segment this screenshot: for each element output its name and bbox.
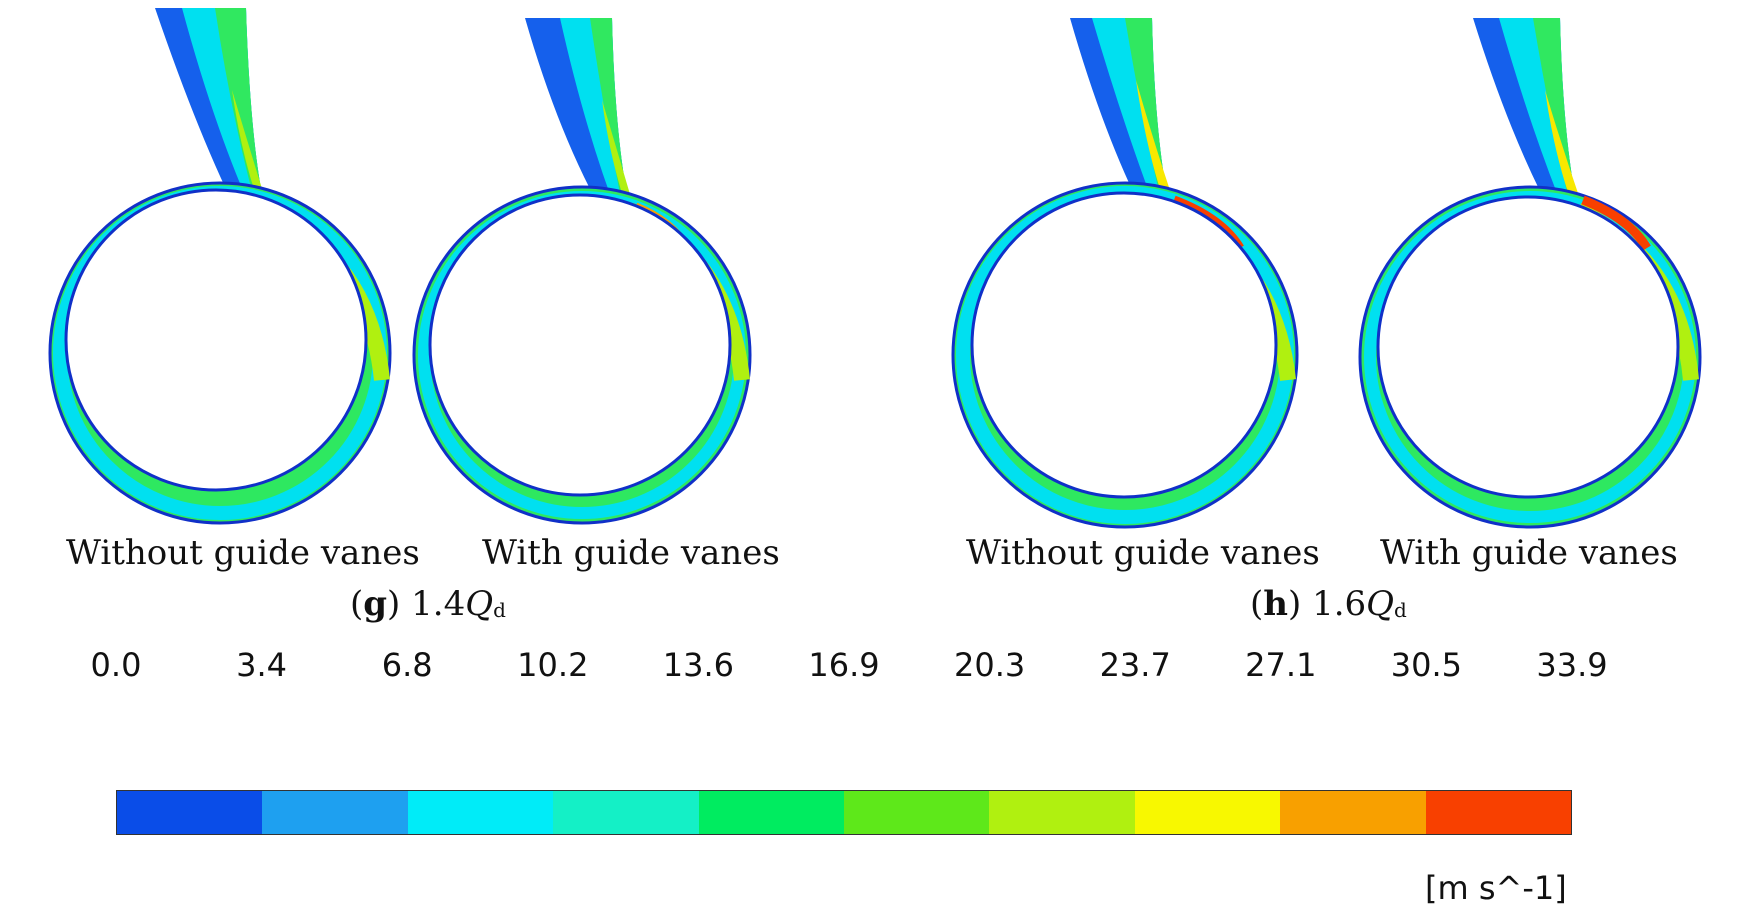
case-label-g-without: Without guide vanes [66,533,420,573]
colorbar-tick-label: 30.5 [1390,646,1463,684]
colorbar-tick-label: 27.1 [1245,646,1317,684]
colorbar-segment [407,791,554,834]
colorbar-units: [m s^-1] [1425,869,1567,907]
colorbar-segment [698,791,845,834]
colorbar-segment [1280,791,1426,834]
colorbar-segment [989,791,1135,834]
colorbar-tick-label: 6.8 [381,646,433,684]
colorbar-tick-label: 10.2 [517,646,589,684]
colorbar-tick-label: 16.9 [808,646,880,684]
colorbar-segment [844,791,990,834]
impeller-region [64,188,368,492]
colorbar-tick-label: 33.9 [1536,646,1608,684]
colorbar-tick-label: 23.7 [1099,646,1171,684]
volute-contour-h-without-vanes [951,18,1299,529]
volute-contour-g-without-vanes [48,8,392,525]
case-label-h-without: Without guide vanes [966,533,1320,573]
colorbar-tick-label: 3.4 [236,646,288,684]
case-label-g-with: With guide vanes [482,533,780,573]
panel-caption-h: (h) 1.6Qd [1250,584,1407,624]
colorbar-segment [1134,791,1281,834]
case-label-h-with: With guide vanes [1380,533,1678,573]
colorbar [116,790,1572,835]
volute-contour-g-with-vanes [412,18,752,525]
colorbar-segment [117,791,263,834]
colorbar-segment [553,791,699,834]
colorbar-tick-label: 0.0 [90,646,142,684]
colorbar-tick-label: 13.6 [662,646,735,684]
panel-caption-g: (g) 1.4Qd [350,584,506,624]
colorbar-segment [1425,791,1572,834]
volute-contour-h-with-vanes [1358,18,1702,529]
colorbar-tick-label: 20.3 [953,646,1026,684]
colorbar-segment [262,791,408,834]
